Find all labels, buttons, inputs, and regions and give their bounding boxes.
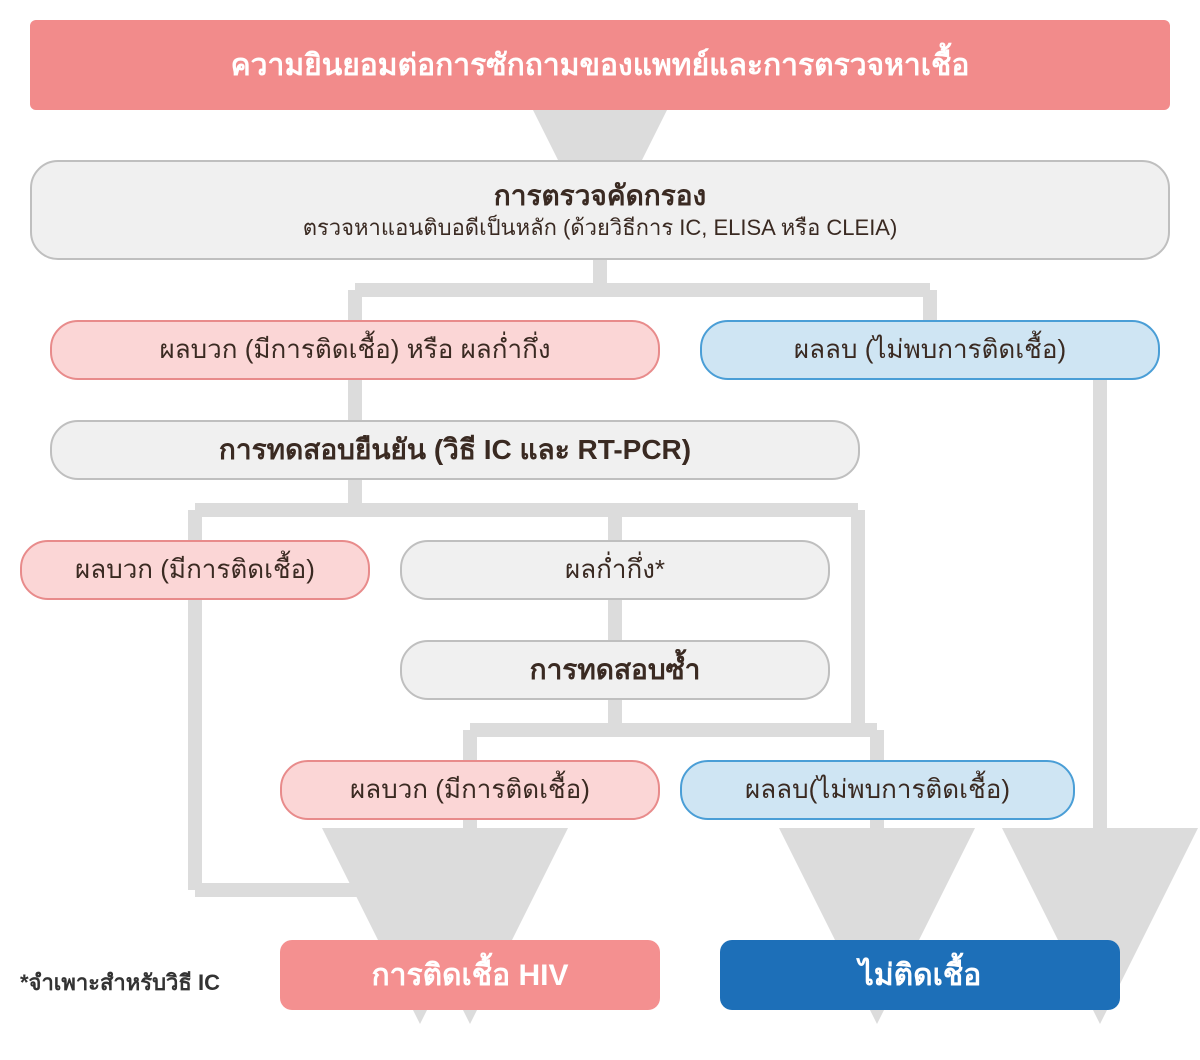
screening-title: การตรวจคัดกรอง — [494, 178, 706, 214]
retest-box: การทดสอบซ้ำ — [400, 640, 830, 700]
flowchart-edges — [0, 0, 1200, 1060]
screening-negative-label: ผลลบ (ไม่พบการติดเชื้อ) — [794, 333, 1066, 367]
retest-label: การทดสอบซ้ำ — [530, 652, 701, 688]
retest-negative-box: ผลลบ(ไม่พบการติดเชื้อ) — [680, 760, 1075, 820]
screening-positive-box: ผลบวก (มีการติดเชื้อ) หรือ ผลก่ำกึ่ง — [50, 320, 660, 380]
confirm-indeterminate-box: ผลก่ำกึ่ง* — [400, 540, 830, 600]
screening-negative-box: ผลลบ (ไม่พบการติดเชื้อ) — [700, 320, 1160, 380]
hiv-positive-result: การติดเชื้อ HIV — [280, 940, 660, 1010]
screening-positive-label: ผลบวก (มีการติดเชื้อ) หรือ ผลก่ำกึ่ง — [159, 333, 550, 367]
confirm-positive-box: ผลบวก (มีการติดเชื้อ) — [20, 540, 370, 600]
consent-header: ความยินยอมต่อการซักถามของแพทย์และการตรวจ… — [30, 20, 1170, 110]
retest-positive-label: ผลบวก (มีการติดเชื้อ) — [350, 773, 590, 807]
confirm-indeterminate-label: ผลก่ำกึ่ง* — [565, 553, 665, 587]
screening-test-box: การตรวจคัดกรอง ตรวจหาแอนติบอดีเป็นหลัก (… — [30, 160, 1170, 260]
consent-header-text: ความยินยอมต่อการซักถามของแพทย์และการตรวจ… — [231, 46, 970, 85]
confirmation-test-box: การทดสอบยืนยัน (วิธี IC และ RT-PCR) — [50, 420, 860, 480]
hiv-positive-label: การติดเชื้อ HIV — [371, 956, 568, 995]
retest-negative-label: ผลลบ(ไม่พบการติดเชื้อ) — [745, 773, 1010, 807]
confirmation-title: การทดสอบยืนยัน (วิธี IC และ RT-PCR) — [219, 432, 691, 468]
screening-subtitle: ตรวจหาแอนติบอดีเป็นหลัก (ด้วยวิธีการ IC,… — [303, 214, 898, 243]
hiv-negative-label: ไม่ติดเชื้อ — [859, 956, 981, 995]
retest-positive-box: ผลบวก (มีการติดเชื้อ) — [280, 760, 660, 820]
confirm-positive-label: ผลบวก (มีการติดเชื้อ) — [75, 553, 315, 587]
hiv-negative-result: ไม่ติดเชื้อ — [720, 940, 1120, 1010]
footnote-text: *จำเพาะสำหรับวิธี IC — [20, 965, 220, 1000]
